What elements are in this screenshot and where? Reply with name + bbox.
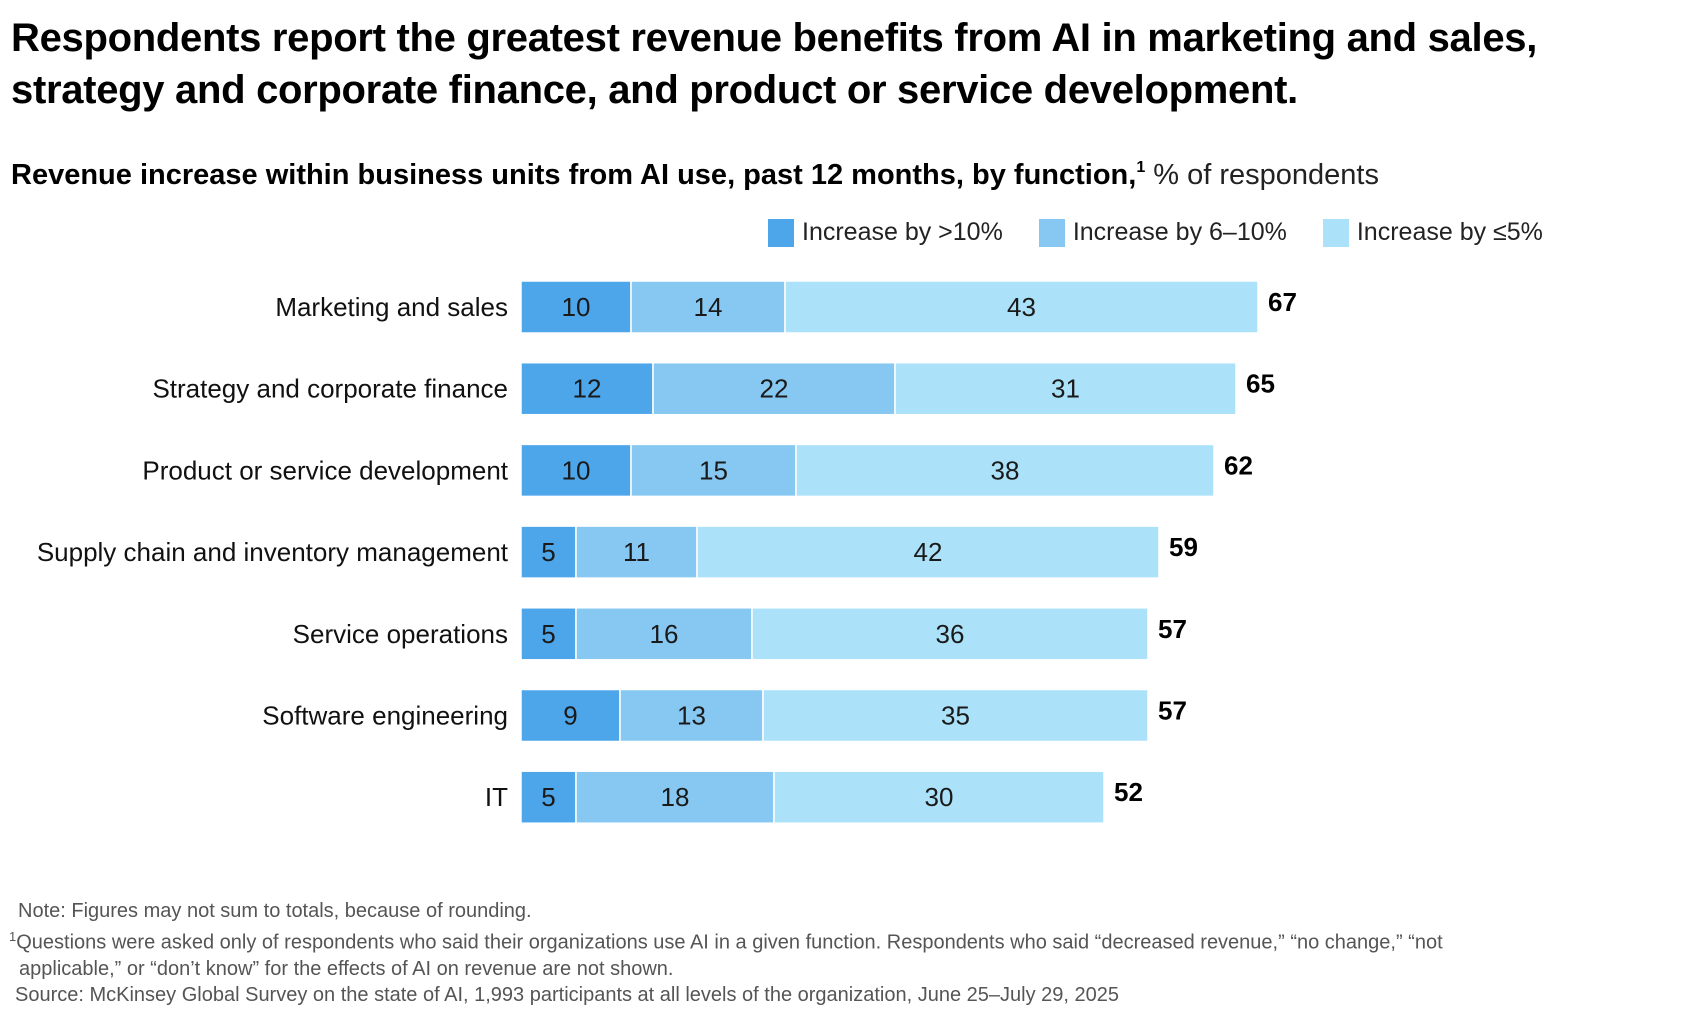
total-value-label: 62 [1224, 450, 1253, 480]
segment-value-label: 35 [941, 701, 970, 731]
bar-segment-le5 [795, 443, 1215, 498]
category-label: Service operations [293, 619, 508, 649]
footnote-line-1: Questions were asked only of respondents… [16, 931, 1443, 954]
bar-segment-le5 [784, 280, 1259, 334]
legend-item-le5: Increase by ≤5% [1322, 218, 1543, 247]
total-value-label: 57 [1158, 614, 1187, 644]
note-rounding: Note: Figures may not sum to totals, bec… [18, 900, 532, 922]
bar-segment-le5 [762, 688, 1149, 743]
subtitle-main: Revenue increase within business units f… [11, 159, 1137, 191]
total-value-label: 59 [1169, 532, 1198, 562]
segment-value-label: 10 [562, 292, 591, 322]
segment-value-label: 11 [623, 537, 650, 567]
legend-label-le5: Increase by ≤5% [1356, 218, 1543, 246]
chart-notes: Note: Figures may not sum to totals, bec… [9, 898, 1678, 1008]
category-label: Marketing and sales [275, 292, 508, 322]
segment-value-label: 18 [661, 782, 690, 812]
bar-segment-gt10 [520, 280, 632, 334]
subtitle-unit: % of respondents [1145, 159, 1379, 191]
category-label: IT [485, 782, 508, 812]
total-value-label: 57 [1158, 696, 1187, 726]
bar-segment-6to10 [652, 361, 896, 416]
legend-label-6to10: Increase by 6–10% [1072, 218, 1287, 246]
total-value-label: 52 [1114, 777, 1143, 807]
segment-value-label: 10 [562, 455, 591, 485]
bar-segment-gt10 [520, 525, 577, 579]
legend-item-gt10: Increase by >10% [768, 218, 1003, 247]
footnote-1: 1Questions were asked only of respondent… [9, 924, 1678, 956]
segment-value-label: 12 [573, 374, 602, 404]
bar-segment-6to10 [575, 525, 698, 579]
category-label: Software engineering [262, 701, 508, 731]
legend: Increase by >10% Increase by 6–10% Incre… [768, 218, 1543, 247]
bar-segment-gt10 [520, 688, 621, 743]
segment-value-label: 15 [699, 455, 728, 485]
legend-label-gt10: Increase by >10% [802, 218, 1003, 246]
bar-segment-6to10 [575, 607, 753, 661]
legend-swatch-le5 [1322, 218, 1349, 247]
segment-value-label: 14 [694, 292, 723, 322]
total-value-label: 65 [1246, 369, 1275, 399]
category-label: Product or service development [142, 455, 508, 485]
bar-segment-gt10 [520, 607, 577, 661]
segment-value-label: 36 [936, 619, 965, 649]
total-value-label: 67 [1268, 287, 1297, 317]
category-label: Strategy and corporate finance [152, 374, 508, 404]
subtitle-footnote-mark: 1 [1136, 159, 1146, 176]
bar-segment-le5 [894, 361, 1237, 416]
segment-value-label: 5 [541, 537, 555, 567]
legend-item-6to10: Increase by 6–10% [1038, 218, 1287, 247]
footnote-line-2: applicable,” or “don’t know” for the eff… [19, 957, 674, 980]
chart-subtitle: Revenue increase within business units f… [11, 156, 1379, 194]
legend-swatch-6to10 [1038, 218, 1065, 247]
chart-title: Respondents report the greatest revenue … [11, 16, 1538, 112]
bar-segment-le5 [751, 607, 1149, 661]
segment-value-label: 5 [541, 619, 555, 649]
segment-value-label: 43 [1007, 292, 1036, 322]
segment-value-label: 38 [991, 455, 1020, 485]
segment-value-label: 30 [925, 782, 954, 812]
segment-value-label: 31 [1051, 374, 1080, 404]
segment-value-label: 42 [914, 537, 943, 567]
bar-segment-le5 [696, 525, 1160, 579]
source: Source: McKinsey Global Survey on the st… [15, 983, 1119, 1006]
segment-value-label: 22 [760, 374, 789, 404]
segment-value-label: 9 [563, 701, 577, 731]
segment-value-label: 13 [677, 701, 706, 731]
category-label: Supply chain and inventory management [37, 537, 509, 567]
bar-segment-gt10 [520, 443, 632, 498]
bar-segment-6to10 [575, 770, 775, 824]
segment-value-label: 5 [541, 782, 555, 812]
segment-value-label: 16 [650, 619, 679, 649]
bar-segment-6to10 [630, 280, 786, 334]
stacked-bar-chart: Marketing and sales 10 14 43 67 Strategy and … [37, 280, 1297, 824]
footnote-mark: 1 [9, 929, 17, 944]
bar-segment-le5 [773, 770, 1105, 824]
legend-swatch-gt10 [768, 218, 794, 247]
